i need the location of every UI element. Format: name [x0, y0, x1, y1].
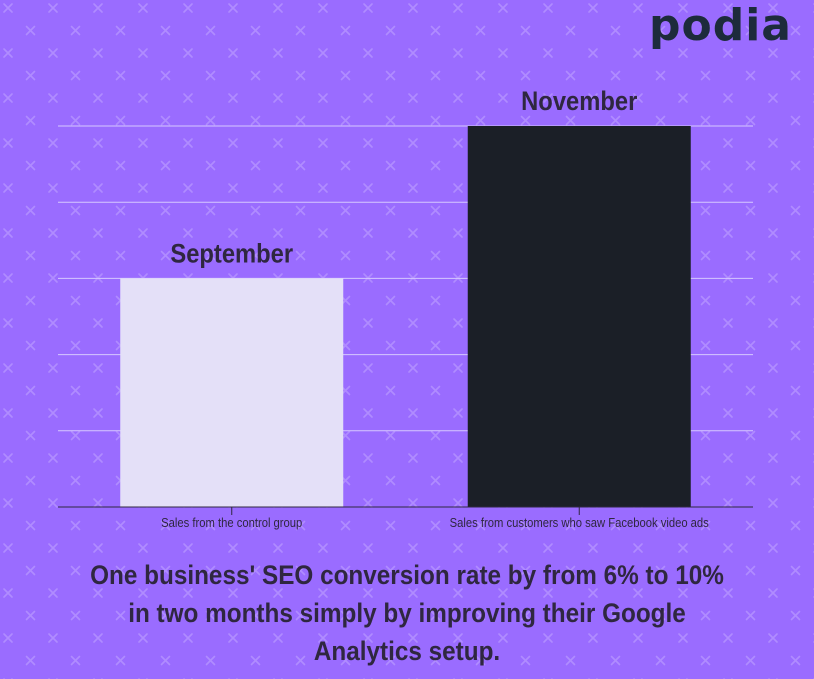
podia-logo: podia: [649, 0, 792, 51]
x-tick-label: Sales from customers who saw Facebook vi…: [450, 515, 709, 530]
bar-chart: September Sales from the control group Nov…: [58, 87, 753, 530]
x-tick-label: Sales from the control group: [161, 515, 303, 530]
chart-caption: One business' SEO conversion rate by fro…: [90, 560, 724, 666]
bar-label: November: [521, 87, 637, 117]
bar: [120, 278, 344, 507]
bar: [467, 126, 691, 507]
bar-label: September: [170, 239, 293, 269]
